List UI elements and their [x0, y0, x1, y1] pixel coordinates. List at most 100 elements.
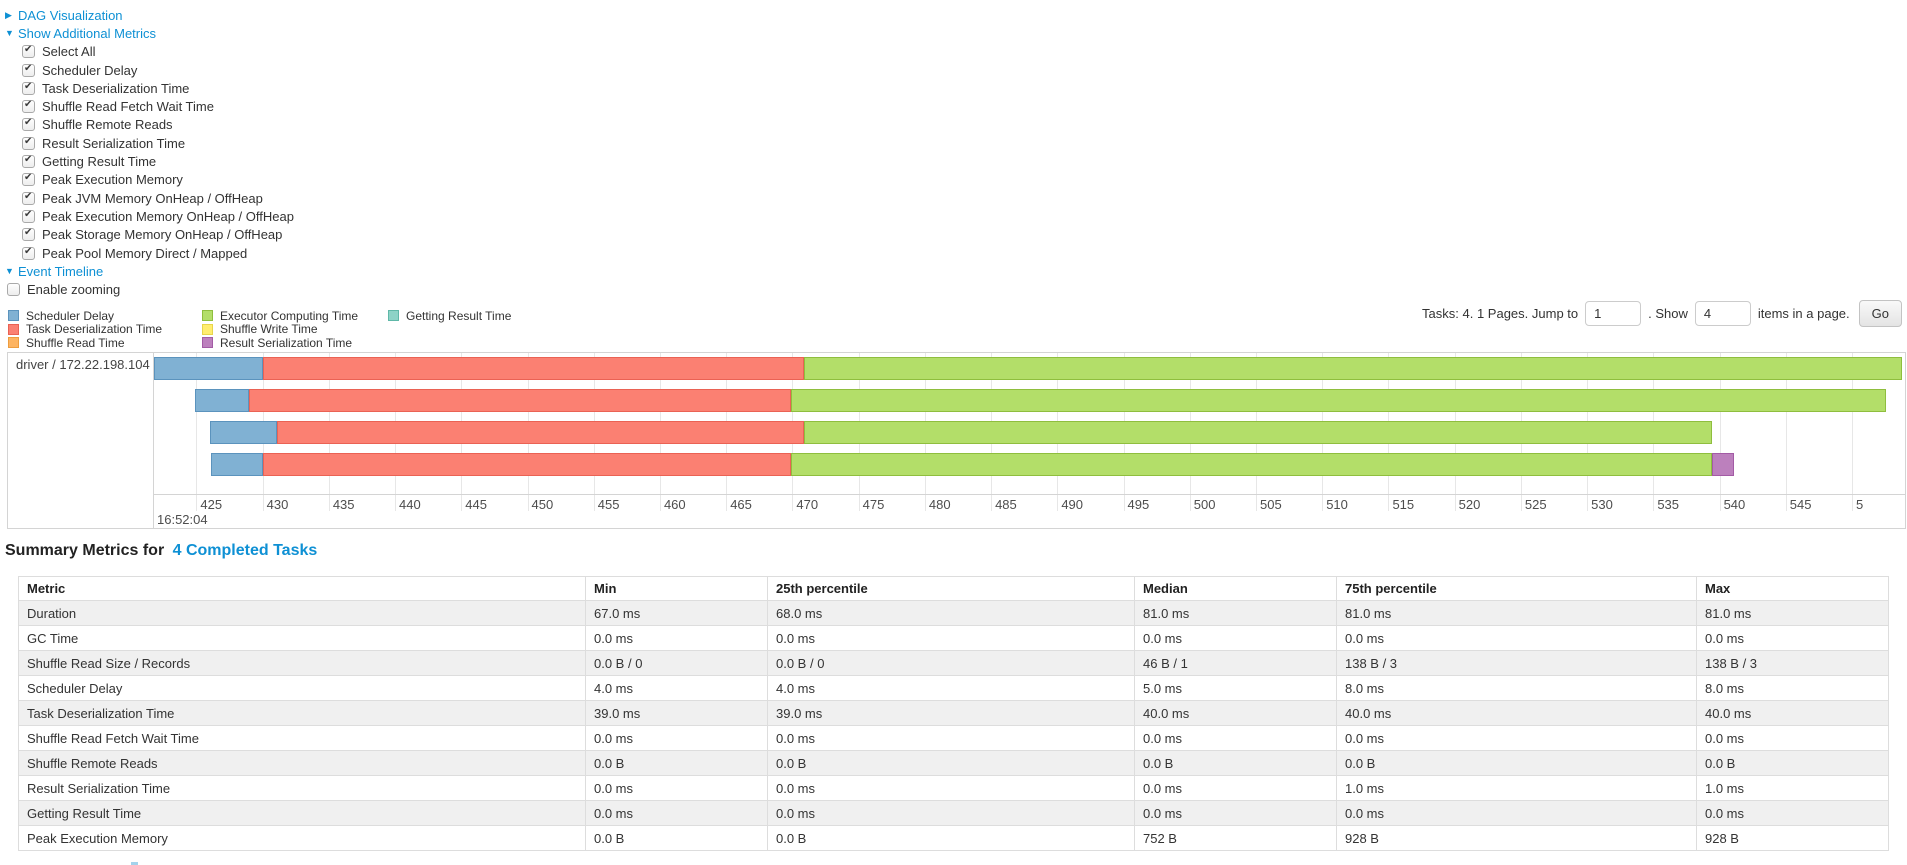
- enable-zooming-row: Enable zooming: [5, 280, 294, 298]
- legend-label: Scheduler Delay: [26, 308, 115, 323]
- axis-gridline: [924, 495, 926, 511]
- metric-value-cell: 68.0 ms: [767, 600, 1135, 626]
- metric-checkbox[interactable]: [22, 209, 35, 223]
- metric-checkbox[interactable]: [22, 227, 35, 242]
- metric-value-cell: 0.0 ms: [1696, 625, 1889, 651]
- task-bar-segment-task-deserialization[interactable]: [277, 421, 805, 444]
- metric-checkbox-row: Peak JVM Memory OnHeap / OffHeap: [5, 189, 294, 207]
- metric-checkbox-label: Select All: [42, 44, 96, 60]
- metric-value-cell: 0.0 B / 0: [767, 650, 1135, 676]
- metric-name-cell: Getting Result Time: [18, 800, 586, 826]
- metric-value-cell: 8.0 ms: [1336, 675, 1697, 701]
- metric-checkbox[interactable]: [22, 99, 35, 114]
- column-header: 75th percentile: [1336, 576, 1697, 601]
- axis-gridline: [1057, 495, 1059, 511]
- axis-gridline: [1852, 353, 1854, 494]
- task-bar-segment-executor-computing[interactable]: [791, 453, 1712, 476]
- task-bar-segment-scheduler-delay[interactable]: [154, 357, 263, 380]
- table-row: Shuffle Remote Reads 0.0 B 0.0 B 0.0 B 0.0 B…: [18, 750, 1889, 776]
- task-bar-segment-scheduler-delay[interactable]: [210, 453, 263, 476]
- axis-gridline: [1322, 495, 1324, 511]
- dag-visualization-toggle[interactable]: ▶ DAG Visualization: [5, 6, 294, 24]
- metric-name-cell: Peak Execution Memory: [18, 825, 586, 851]
- axis-gridline: [527, 495, 529, 511]
- metric-checkbox-label: Task Deserialization Time: [42, 80, 190, 96]
- axis-tick-label: 515: [1392, 497, 1415, 512]
- executor-group-label: driver / 172.22.198.104: [16, 357, 150, 372]
- enable-zooming-label: Enable zooming: [27, 282, 121, 298]
- jump-to-page-input[interactable]: [1585, 300, 1642, 326]
- legend-item: Shuffle Read Time: [8, 336, 202, 350]
- metric-checkbox-label: Peak Execution Memory OnHeap / OffHeap: [42, 208, 294, 224]
- timeline-time-axis: 16:52:04 425 430 435 440 445 450 455 460 465 470 4…: [154, 494, 1905, 528]
- axis-gridline: [1785, 353, 1787, 494]
- axis-tick-label: 425: [200, 497, 223, 512]
- metric-value-cell: 0.0 ms: [585, 775, 768, 801]
- task-bar-segment-executor-computing[interactable]: [791, 389, 1887, 412]
- metric-checkbox-label: Scheduler Delay: [42, 62, 138, 78]
- axis-gridline: [262, 495, 264, 511]
- show-additional-metrics-label: Show Additional Metrics: [18, 25, 157, 41]
- metric-checkbox[interactable]: [22, 117, 35, 132]
- metric-name-cell: Shuffle Remote Reads: [18, 750, 586, 776]
- task-bar-segment-task-deserialization[interactable]: [262, 357, 805, 380]
- completed-tasks-count: 4 Completed Tasks: [172, 542, 318, 559]
- metric-checkbox[interactable]: [22, 44, 35, 59]
- axis-tick-label: 440: [399, 497, 421, 512]
- metric-value-cell: 0.0 ms: [1134, 775, 1337, 801]
- task-bar-segment-task-deserialization[interactable]: [249, 389, 792, 412]
- metric-checkbox[interactable]: [22, 136, 35, 150]
- event-timeline-toggle[interactable]: ▼ Event Timeline: [5, 262, 294, 280]
- axis-tick-label: 485: [995, 497, 1017, 512]
- axis-gridline: [991, 495, 993, 511]
- legend-label: Shuffle Read Time: [26, 335, 125, 350]
- enable-zooming-checkbox[interactable]: [7, 283, 20, 297]
- dag-visualization-label: DAG Visualization: [18, 7, 123, 23]
- metric-value-cell: 0.0 ms: [1696, 725, 1889, 751]
- task-bar-segment-result-serialization[interactable]: [1711, 453, 1735, 476]
- go-button[interactable]: Go: [1858, 299, 1902, 327]
- task-bar-segment-executor-computing[interactable]: [804, 357, 1903, 380]
- task-bar-segment-scheduler-delay[interactable]: [195, 389, 250, 412]
- metric-checkbox[interactable]: [22, 246, 35, 260]
- metric-value-cell: 0.0 ms: [1336, 625, 1697, 651]
- task-bar-segment-scheduler-delay[interactable]: [209, 421, 278, 444]
- metric-value-cell: 0.0 ms: [1134, 625, 1337, 651]
- metric-value-cell: 0.0 ms: [1134, 725, 1337, 751]
- metric-value-cell: 0.0 ms: [767, 775, 1135, 801]
- task-bar-segment-task-deserialization[interactable]: [262, 453, 792, 476]
- axis-gridline: [726, 495, 728, 511]
- column-header: Min: [585, 576, 768, 601]
- metric-checkbox[interactable]: [22, 63, 35, 77]
- metric-checkbox-row: Result Serialization Time: [5, 134, 294, 152]
- legend-column: Scheduler Delay Task Deserialization Time…: [8, 309, 202, 350]
- result-serialization-swatch-icon: [202, 337, 213, 349]
- metric-value-cell: 0.0 ms: [767, 725, 1135, 751]
- expanded-arrow-icon: ▼: [5, 266, 14, 277]
- task-bar-segment-executor-computing[interactable]: [804, 421, 1712, 444]
- expanded-arrow-icon: ▼: [5, 28, 14, 39]
- axis-tick-label: 470: [796, 497, 819, 512]
- metric-checkbox[interactable]: [22, 81, 35, 95]
- show-additional-metrics-toggle[interactable]: ▼ Show Additional Metrics: [5, 24, 294, 42]
- metric-checkbox-row: Shuffle Remote Reads: [5, 116, 294, 134]
- table-row: Shuffle Read Fetch Wait Time 0.0 ms 0.0 ms…: [18, 725, 1889, 751]
- axis-gridline: [1454, 495, 1456, 511]
- metric-value-cell: 0.0 ms: [1134, 800, 1337, 826]
- legend-label: Shuffle Write Time: [220, 322, 318, 337]
- metric-value-cell: 46 B / 1: [1134, 650, 1337, 676]
- collapsed-arrow-icon: ▶: [5, 9, 12, 20]
- axis-tick-label: 545: [1789, 497, 1812, 512]
- axis-gridline: [1719, 495, 1721, 511]
- metric-checkbox[interactable]: [22, 172, 35, 187]
- items-per-page-input[interactable]: [1694, 300, 1751, 326]
- metric-checkbox[interactable]: [22, 191, 35, 205]
- axis-tick-label: 435: [332, 497, 355, 512]
- metric-name-cell: Scheduler Delay: [18, 675, 586, 701]
- metric-checkbox[interactable]: [22, 154, 35, 169]
- axis-gridline: [328, 495, 330, 511]
- metric-value-cell: 81.0 ms: [1134, 600, 1337, 626]
- scheduler-delay-swatch-icon: [8, 310, 19, 322]
- shuffle-read-swatch-icon: [8, 337, 19, 349]
- axis-tick-label: 530: [1591, 497, 1613, 512]
